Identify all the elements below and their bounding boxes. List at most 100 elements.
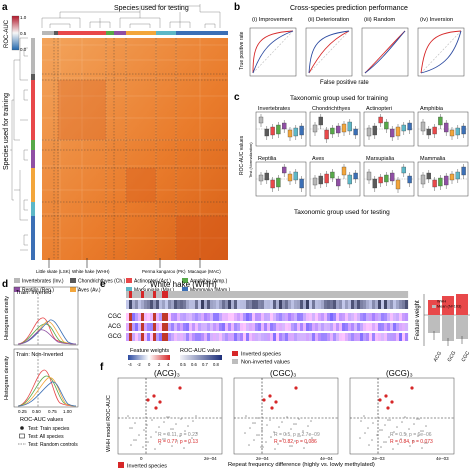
feature-cell [177,323,181,331]
scatter-point [290,428,292,430]
feature-cell [162,333,166,341]
status-cell [138,291,142,298]
feature-cell [315,323,319,331]
status-cell [204,291,208,298]
scatter-point-inverted [294,386,298,390]
box [432,179,437,188]
scatter-point [405,433,407,435]
box [324,129,329,140]
auc-cell [339,300,343,309]
feature-cell [300,313,304,321]
scatter-point [278,426,280,428]
scatter-title: (GCG)₃ [386,369,413,378]
feature-cell [213,333,217,341]
feature-cell [327,313,331,321]
status-cell [246,291,250,298]
status-cell [372,291,376,298]
box [395,179,401,190]
status-cell [153,291,157,298]
auc-cell [249,300,253,309]
scatter-point [379,429,381,431]
status-cell [225,291,229,298]
status-cell [282,291,286,298]
svg-text:0.5: 0.5 [180,362,186,367]
feature-cell [195,323,199,331]
feature-cell [357,313,361,321]
feature-cell [399,323,403,331]
scatter-point [422,430,424,432]
box [282,166,287,174]
feature-cell [222,333,226,341]
feature-cell [138,313,142,321]
status-cell [396,291,400,298]
status-cell [312,291,316,298]
status-cell [288,291,292,298]
scatter-xtick: 4e−04 [320,456,333,461]
box [347,174,352,185]
auc-cell [225,300,229,309]
group-legend-swatch [70,287,76,292]
svg-text:0.25: 0.25 [18,409,27,414]
feature-cell [288,313,292,321]
scatter-point [249,427,251,429]
scatter-point [425,425,427,427]
feature-cell [186,323,190,331]
roc-subplot-title: (iv) Inversion [420,17,453,23]
scatter-point [389,419,391,421]
scatter-point [393,431,395,433]
feature-cell [378,323,382,331]
feature-cell [180,333,184,341]
feature-cell [219,323,223,331]
auc-cell [360,300,364,309]
feature-cell [288,323,292,331]
box [258,174,264,182]
feature-cell [180,313,184,321]
auc-cell [291,300,295,309]
feature-cell [294,323,298,331]
legend-inverted-swatch [232,351,238,356]
box [426,172,431,180]
status-cell [183,291,187,298]
feature-cell [129,323,133,331]
feature-cell [270,313,274,321]
feature-cell [267,313,271,321]
auc-cell [219,300,223,309]
status-cell [231,291,235,298]
feature-cell [240,313,244,321]
status-cell [150,291,154,298]
scatter-point-inverted [146,398,150,402]
box [270,179,275,189]
feature-cell [228,313,232,321]
feature-cell [183,333,187,341]
scatter-point [281,421,283,423]
roc-curve [252,30,294,74]
status-cell [237,291,241,298]
panel-d-legend-1: Test: All species [28,434,64,440]
feature-cell [189,333,193,341]
feature-cell [156,333,160,341]
auc-cell [363,300,367,309]
auc-cell [342,300,346,309]
status-cell [258,291,262,298]
panel-c-ylabel: ROC-AUC values [239,135,245,175]
feature-cell [198,313,202,321]
scatter-point [306,442,308,444]
status-cell [342,291,346,298]
feature-cell [153,313,157,321]
status-cell [330,291,334,298]
feature-weight-bars [423,294,470,346]
auc-cell [399,300,403,309]
weights-legend-title: Feature weights [130,348,169,354]
feature-cell [303,313,307,321]
box [258,116,264,124]
status-cell [273,291,277,298]
auc-cell [354,300,358,309]
feature-cell [303,323,307,331]
status-cell [351,291,355,298]
feature-cell [225,333,229,341]
scatter-point [291,445,293,447]
feature-cell [399,313,403,321]
roc-frame [417,27,465,77]
panel-b-xlabel: False positive rate [320,80,369,86]
panel-c-bottom-title: Taxonomic group used for testing [294,209,390,216]
